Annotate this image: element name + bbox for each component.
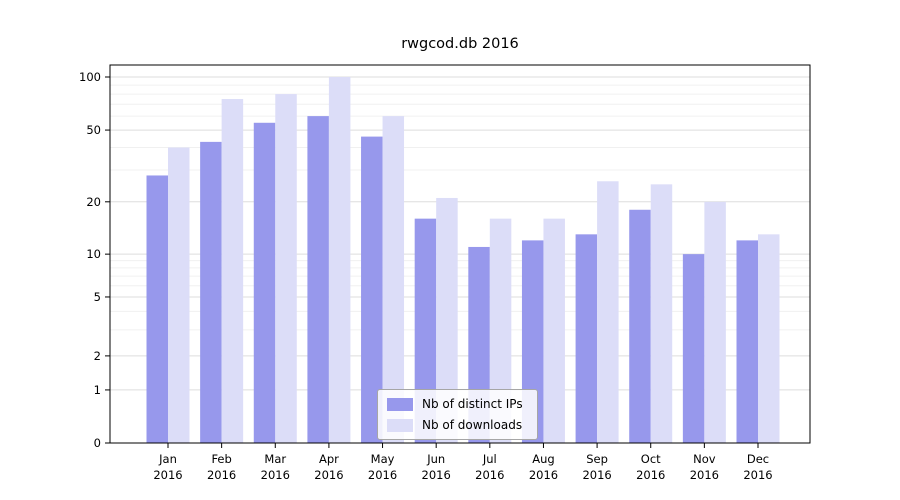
x-tick-label-year: 2016 [422, 468, 451, 482]
x-tick-label-month: Oct [641, 452, 661, 466]
x-tick-label-year: 2016 [690, 468, 719, 482]
x-tick-label-month: May [371, 452, 395, 466]
y-tick-label: 100 [79, 70, 101, 84]
legend-label-downloads: Nb of downloads [422, 418, 523, 432]
bar-downloads-Oct [650, 184, 673, 443]
y-tick-label: 2 [94, 349, 101, 363]
y-tick-label: 0 [94, 436, 101, 450]
bar-distinct-ips-Jan [146, 175, 168, 443]
x-tick-label-month: Aug [532, 452, 554, 466]
x-tick-label-month: Feb [211, 452, 231, 466]
x-tick-label-year: 2016 [529, 468, 558, 482]
legend-item-downloads: Nb of downloads [387, 418, 523, 432]
x-tick-label-year: 2016 [475, 468, 504, 482]
x-tick-label-month: Jan [158, 452, 177, 466]
bar-downloads-Jan [168, 147, 190, 444]
legend-swatch-distinct-ips [387, 397, 413, 411]
bar-downloads-Apr [328, 77, 351, 443]
x-tick-label-year: 2016 [153, 468, 182, 482]
bar-downloads-Jun [436, 197, 458, 443]
bar-downloads-Feb [221, 99, 244, 444]
x-tick-label-month: Sep [586, 452, 608, 466]
bar-downloads-Mar [275, 94, 297, 444]
y-tick-label: 5 [94, 290, 101, 304]
bar-distinct-ips-Mar [253, 122, 276, 443]
x-tick-label-year: 2016 [314, 468, 343, 482]
legend-swatch-downloads [387, 418, 413, 432]
legend-label-distinct-ips: Nb of distinct IPs [422, 397, 523, 411]
bar-distinct-ips-Feb [200, 141, 222, 443]
bar-distinct-ips-May [361, 136, 383, 444]
x-tick-label-year: 2016 [582, 468, 611, 482]
bar-distinct-ips-Nov [682, 254, 705, 443]
x-tick-label-month: Apr [319, 452, 339, 466]
bar-downloads-Jul [489, 218, 512, 443]
y-tick-label: 50 [86, 123, 101, 137]
y-tick-label: 20 [86, 195, 101, 209]
x-tick-label-year: 2016 [368, 468, 397, 482]
bar-distinct-ips-Sep [575, 234, 598, 443]
x-tick-label-year: 2016 [636, 468, 665, 482]
bar-distinct-ips-Oct [629, 209, 651, 443]
bar-distinct-ips-Apr [307, 116, 329, 443]
x-tick-label-year: 2016 [743, 468, 772, 482]
x-tick-label-month: Dec [747, 452, 769, 466]
legend: Nb of distinct IPs Nb of downloads [377, 389, 538, 440]
bar-distinct-ips-Jun [414, 218, 437, 443]
x-tick-label-month: Mar [264, 452, 286, 466]
x-tick-label-month: Jun [426, 452, 445, 466]
bar-downloads-Dec [758, 234, 780, 443]
chart-title: rwgcod.db 2016 [401, 36, 519, 52]
x-tick-label-month: Jul [482, 452, 497, 466]
y-tick-label: 1 [94, 383, 101, 397]
bar-downloads-May [382, 116, 405, 443]
bar-downloads-Nov [704, 201, 726, 443]
x-tick-label-month: Nov [693, 452, 716, 466]
y-tick-label: 10 [86, 247, 101, 261]
legend-item-distinct-ips: Nb of distinct IPs [387, 397, 523, 411]
x-tick-label-year: 2016 [261, 468, 290, 482]
bar-distinct-ips-Dec [736, 240, 758, 443]
bar-downloads-Aug [543, 218, 565, 443]
x-tick-label-year: 2016 [207, 468, 236, 482]
bar-downloads-Sep [597, 181, 619, 443]
